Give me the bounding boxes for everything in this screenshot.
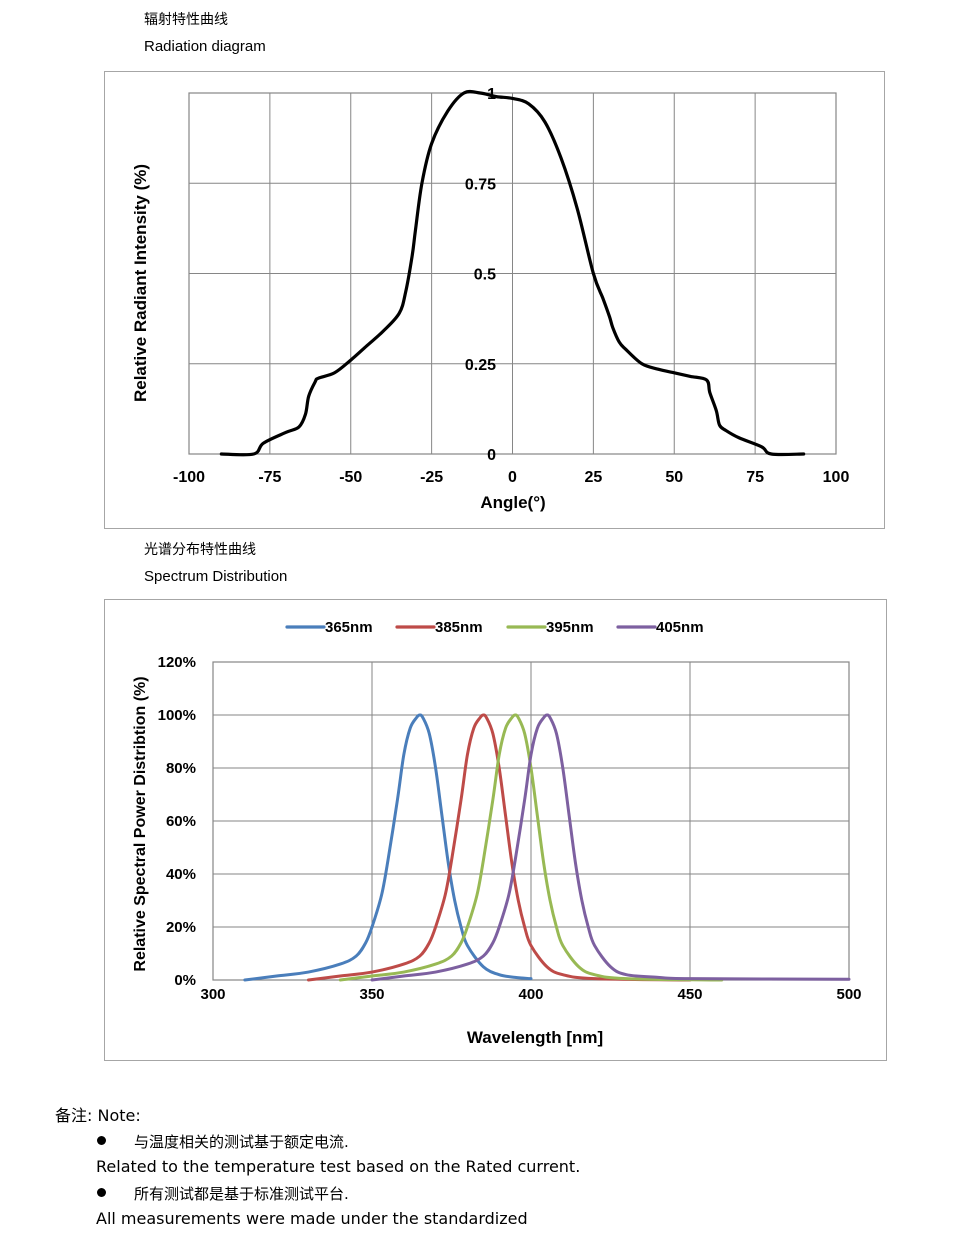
y-tick-label: 20% bbox=[166, 919, 196, 936]
spectrum-chart: 300 350 400 450 500 0% 20% 40% 60% 80% 100% 120% Wav… bbox=[132, 619, 862, 1047]
section2-title-en: Spectrum Distribution bbox=[144, 568, 288, 585]
section1-title-en: Radiation diagram bbox=[144, 38, 266, 55]
y-axis-label: Relative Spectral Power Distribtion (%) bbox=[132, 676, 149, 971]
y-tick-label: 0.25 bbox=[465, 357, 496, 374]
x-tick-label: -100 bbox=[173, 469, 205, 486]
spectrum-chart-frame bbox=[104, 599, 887, 1061]
y-tick-label: 60% bbox=[166, 813, 196, 830]
x-tick-label: -75 bbox=[258, 469, 281, 486]
spectrum-series-line bbox=[370, 713, 851, 982]
section1-title-cn: 辐射特性曲线 bbox=[144, 12, 228, 28]
legend-label: 395nm bbox=[546, 619, 594, 636]
x-tick-label: 450 bbox=[677, 986, 702, 1003]
x-tick-label: 100 bbox=[823, 469, 850, 486]
y-tick-label: 120% bbox=[158, 654, 196, 671]
y-tick-label: 0.5 bbox=[474, 267, 496, 284]
bullet-icon bbox=[97, 1136, 106, 1145]
y-axis-label: Relative Radiant Intensity (%) bbox=[131, 164, 150, 402]
x-axis-label: Angle(°) bbox=[480, 493, 545, 512]
y-tick-label: 100% bbox=[158, 707, 196, 724]
x-axis-label: Wavelength [nm] bbox=[467, 1028, 603, 1047]
x-tick-label: 500 bbox=[836, 986, 861, 1003]
note-1-en: Related to the temperature test based on… bbox=[96, 1157, 581, 1176]
legend-label: 385nm bbox=[435, 619, 483, 636]
note-2-cn: 所有测试都是基于标准测试平台. bbox=[134, 1185, 349, 1203]
x-tick-label: 300 bbox=[200, 986, 225, 1003]
x-tick-label: 75 bbox=[746, 469, 764, 486]
x-tick-label: 400 bbox=[518, 986, 543, 1003]
y-tick-label: 40% bbox=[166, 866, 196, 883]
x-tick-label: -50 bbox=[339, 469, 362, 486]
note-1-cn: 与温度相关的测试基于额定电流. bbox=[134, 1133, 349, 1151]
x-tick-label: 0 bbox=[508, 469, 517, 486]
spectrum-series-line bbox=[338, 713, 724, 982]
x-tick-label: 25 bbox=[584, 469, 602, 486]
note-2-en: All measurements were made under the sta… bbox=[96, 1209, 528, 1228]
y-tick-label: 0% bbox=[174, 972, 196, 989]
radiation-series-line bbox=[219, 89, 806, 457]
bullet-icon bbox=[97, 1188, 106, 1197]
legend-label: 405nm bbox=[656, 619, 704, 636]
y-tick-label: 0 bbox=[487, 447, 496, 464]
notes-heading: 备注: Note: bbox=[55, 1106, 141, 1125]
spectrum-series-line bbox=[243, 713, 533, 982]
legend-label: 365nm bbox=[325, 619, 373, 636]
spectrum-series-line bbox=[306, 713, 692, 982]
x-tick-label: -25 bbox=[420, 469, 443, 486]
y-tick-label: 0.75 bbox=[465, 176, 496, 193]
x-tick-label: 350 bbox=[359, 986, 384, 1003]
y-tick-label: 80% bbox=[166, 760, 196, 777]
section2-title-cn: 光谱分布特性曲线 bbox=[144, 542, 256, 558]
x-tick-label: 50 bbox=[665, 469, 683, 486]
radiation-chart: -100 -75 -50 -25 0 25 50 75 10000.250.50.751Angl… bbox=[131, 86, 850, 512]
